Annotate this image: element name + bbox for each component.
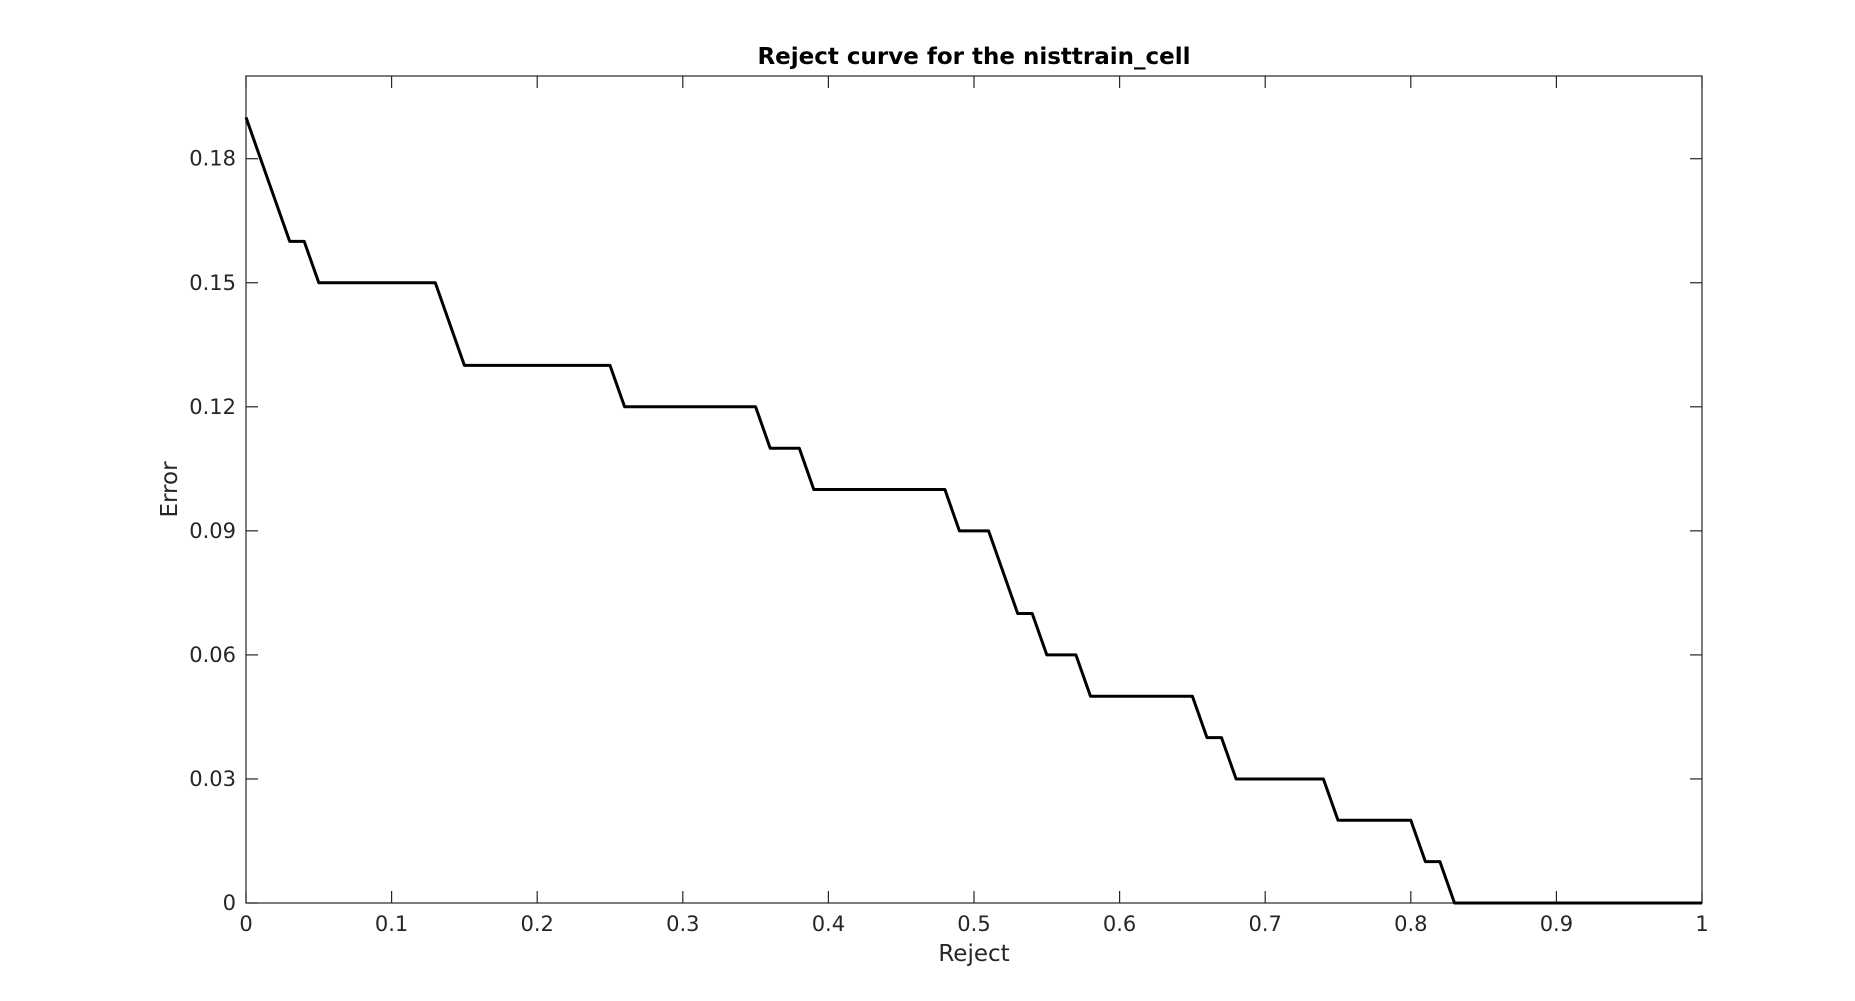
reject-curve-line	[244, 116, 1702, 905]
x-tick-label: 0.5	[957, 912, 990, 936]
x-tick-label: 0.3	[666, 912, 699, 936]
y-axis: 0 0.03 0.06 0.09 0.12 0.15 0.18	[189, 147, 1702, 915]
x-axis: 0 0.1 0.2 0.3 0.4 0.5 0.6 0.7 0.8 0.9 1	[239, 76, 1709, 936]
y-tick-label: 0.15	[189, 271, 236, 295]
x-tick-label: 0.4	[812, 912, 845, 936]
x-tick-label: 0.9	[1540, 912, 1573, 936]
x-tick-label: 0	[239, 912, 252, 936]
y-axis-label: Error	[157, 461, 183, 518]
y-tick-label: 0.18	[189, 147, 236, 171]
y-tick-label: 0.09	[189, 519, 236, 543]
y-tick-label: 0	[223, 891, 236, 915]
y-tick-label: 0.03	[189, 767, 236, 791]
axes-box	[245, 75, 1703, 904]
x-tick-label: 0.2	[520, 912, 553, 936]
y-tick-label: 0.12	[189, 395, 236, 419]
chart-title: Reject curve for the nisttrain_cell	[757, 44, 1190, 70]
x-tick-label: 0.8	[1394, 912, 1427, 936]
x-tick-label: 1	[1695, 912, 1708, 936]
plot-area: 0 0.1 0.2 0.3 0.4 0.5 0.6 0.7 0.8 0.9 1 00.030.060…	[189, 75, 1709, 936]
x-axis-label: Reject	[938, 941, 1009, 967]
y-tick-label: 0.06	[189, 643, 236, 667]
x-tick-label: 0.6	[1103, 912, 1136, 936]
x-tick-label: 0.7	[1248, 912, 1281, 936]
x-tick-label: 0.1	[375, 912, 408, 936]
